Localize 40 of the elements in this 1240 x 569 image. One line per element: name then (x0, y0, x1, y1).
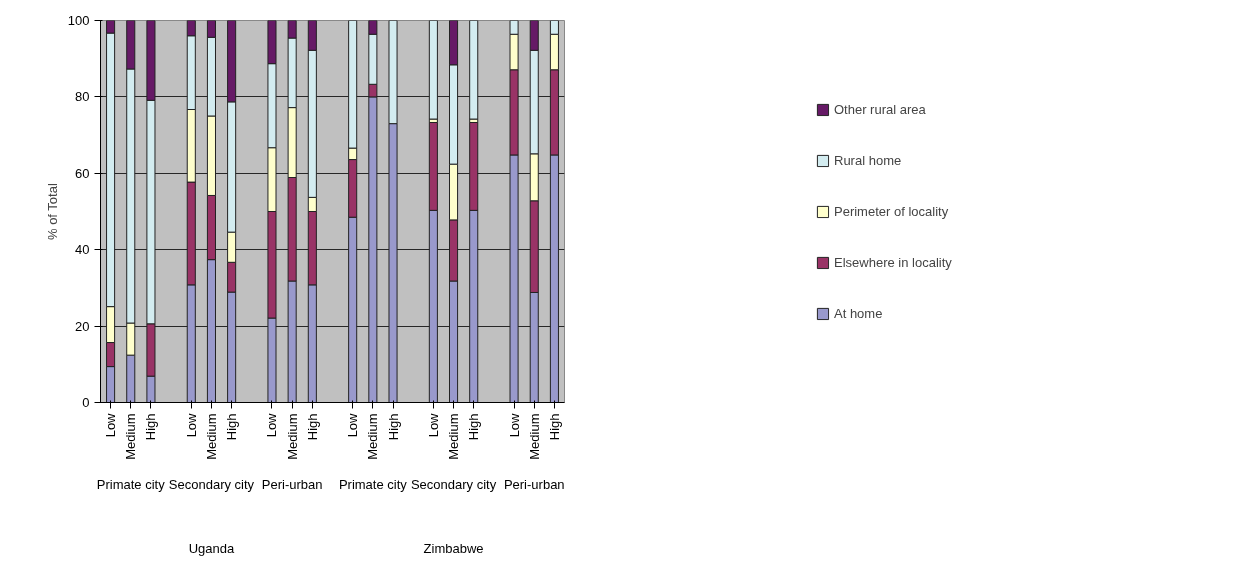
text: Secondary city (168, 476, 255, 492)
text: Zimbabwe (423, 540, 484, 556)
legend-label: Perimeter of locality (834, 203, 950, 219)
text: Peri-urban (261, 476, 323, 492)
x-tick-label: Medium (284, 413, 300, 460)
x-tick-label: High (385, 413, 401, 441)
y-tick-label: 80 (75, 89, 90, 105)
y-tick-label: 60 (75, 165, 90, 181)
legend-label: At home (834, 305, 884, 321)
x-tick-label: High (466, 413, 482, 441)
text: Primate city (96, 476, 166, 492)
text: Uganda (188, 540, 235, 556)
x-tick-label: Low (264, 412, 280, 438)
x-tick-label: Medium (365, 413, 381, 460)
y-tick-label: 20 (75, 318, 90, 334)
x-tick-label: High (546, 413, 562, 441)
legend-label: Other rural area (834, 101, 927, 117)
x-tick-label: High (304, 413, 320, 441)
x-tick-label: Low (506, 412, 522, 438)
text: Peri-urban (503, 476, 565, 492)
x-tick-label: Medium (526, 413, 542, 460)
legend-label: Rural home (834, 152, 903, 168)
x-tick-label: Low (425, 412, 441, 438)
x-tick-label: Low (103, 412, 119, 438)
y-axis-title: % of Total (44, 183, 60, 241)
x-tick-label: Medium (446, 413, 462, 460)
x-tick-label: High (224, 413, 240, 441)
legend-label: Elsewhere in locality (834, 254, 953, 270)
x-tick-label: Low (183, 412, 199, 438)
x-tick-label: Medium (203, 413, 219, 460)
bar (428, 20, 438, 120)
bar (469, 20, 479, 120)
x-tick-label: Medium (123, 413, 139, 460)
x-tick-label: Low (345, 412, 361, 438)
x-tick-label: High (143, 413, 159, 441)
text: Primate city (338, 476, 408, 492)
y-tick-label: 100 (67, 13, 90, 28)
y-tick-label: 0 (82, 395, 90, 410)
text: Secondary city (410, 476, 497, 492)
y-tick-label: 40 (75, 242, 90, 258)
